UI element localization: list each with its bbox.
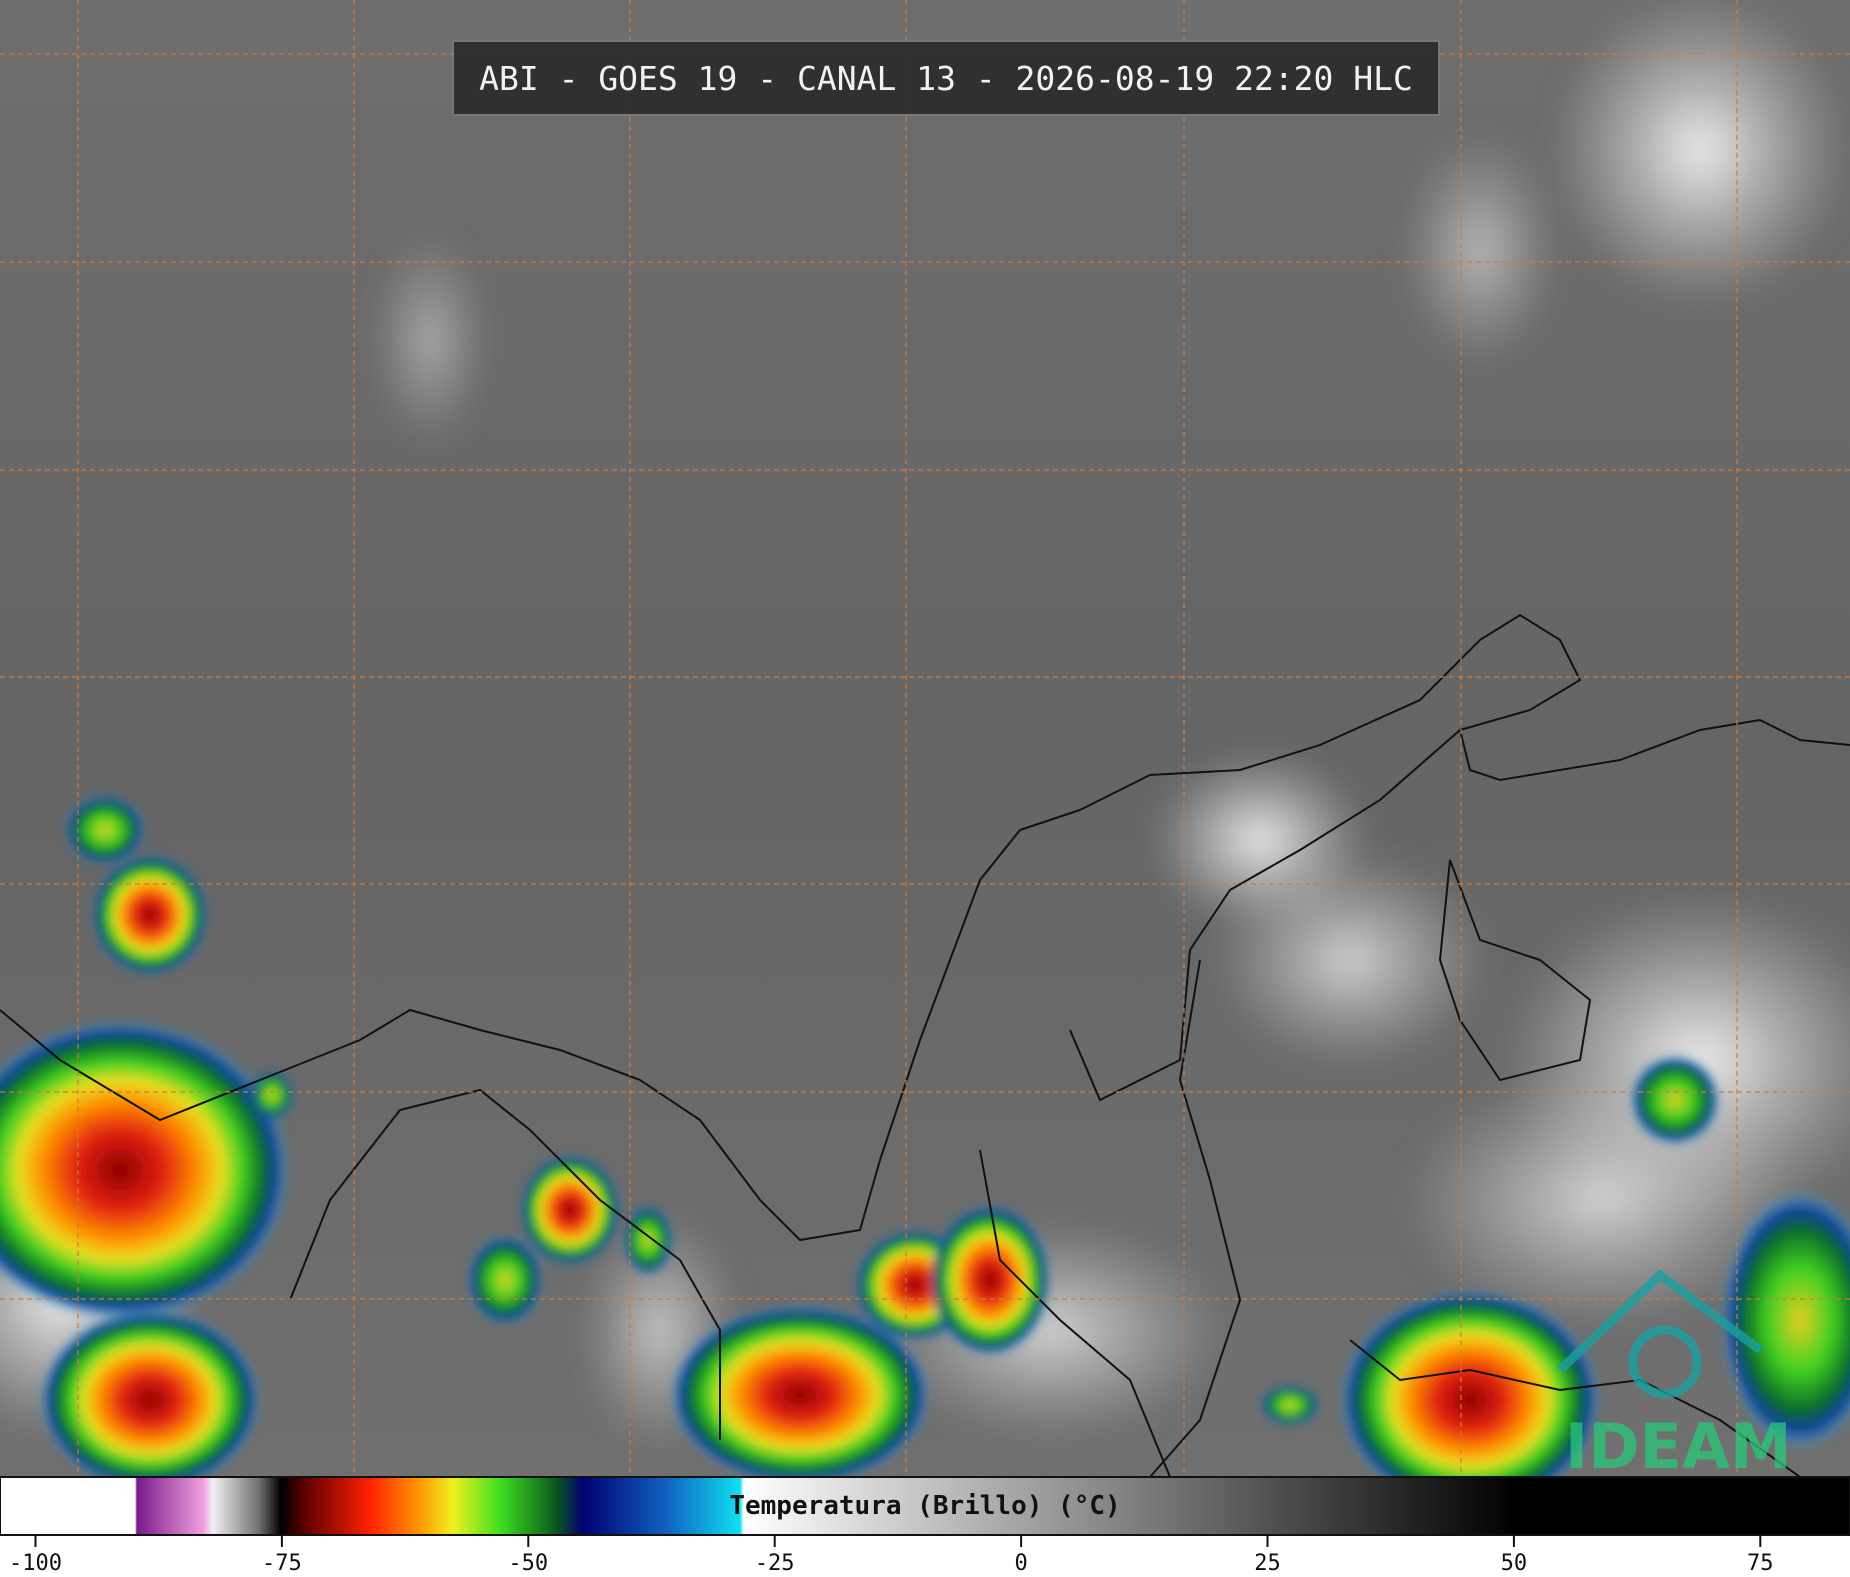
colorbar-label: Temperatura (Brillo) (°C)	[729, 1491, 1121, 1521]
storm-cells	[0, 795, 1850, 1510]
graticule	[0, 0, 1850, 1477]
logo-text: IDEAM	[1565, 1410, 1792, 1483]
colorbar-tick-label: 75	[1747, 1551, 1774, 1576]
colorbar-tick-label: -50	[508, 1551, 548, 1576]
title: ABI - GOES 19 - CANAL 13 - 2026-08-19 22…	[452, 40, 1440, 116]
colorbar-tick-label: 25	[1254, 1551, 1281, 1576]
coastlines	[0, 613, 1850, 1478]
logo-emblem	[1556, 1269, 1763, 1399]
colorbar	[0, 1476, 1850, 1536]
colorbar-ticks: -100 -75 -50 -25 0 25 50 75	[9, 1535, 1774, 1576]
colorbar-tick-label: -25	[755, 1551, 795, 1576]
colorbar-tick-label: -75	[262, 1551, 302, 1576]
colorbar-tick-label: 50	[1501, 1551, 1528, 1576]
colorbar-tick-label: -100	[9, 1551, 62, 1576]
colorbar-tick-label: 0	[1014, 1551, 1027, 1576]
